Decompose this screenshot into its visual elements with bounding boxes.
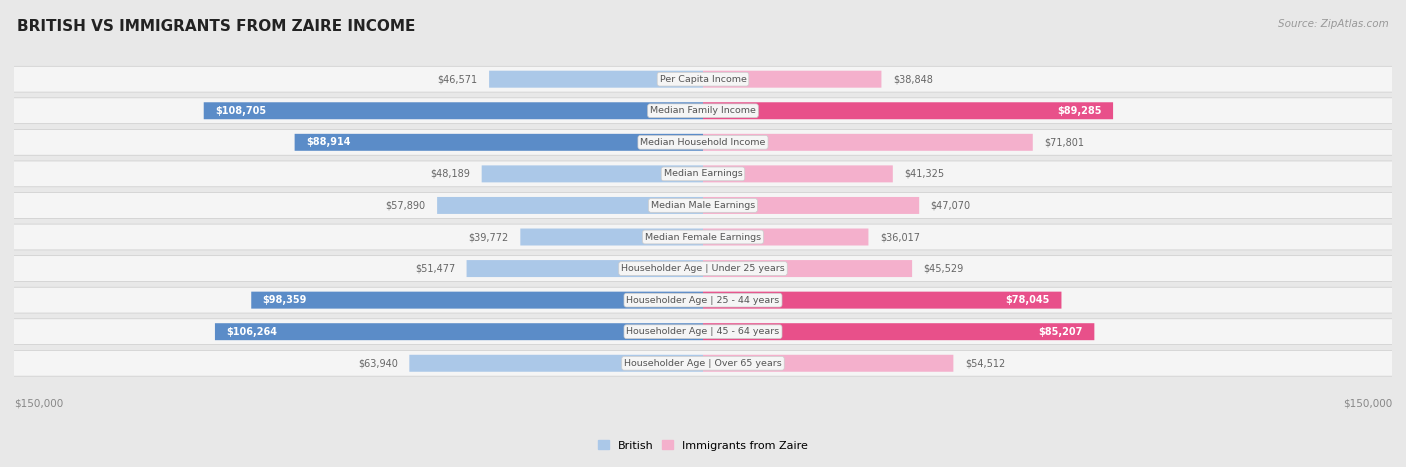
Text: Householder Age | Over 65 years: Householder Age | Over 65 years [624,359,782,368]
FancyBboxPatch shape [0,319,1406,345]
Text: $41,325: $41,325 [904,169,945,179]
FancyBboxPatch shape [0,350,1406,376]
FancyBboxPatch shape [703,165,893,183]
FancyBboxPatch shape [437,197,703,214]
FancyBboxPatch shape [409,355,703,372]
FancyBboxPatch shape [204,102,703,119]
Text: Median Earnings: Median Earnings [664,170,742,178]
Text: $63,940: $63,940 [359,358,398,368]
FancyBboxPatch shape [0,129,1406,155]
FancyBboxPatch shape [0,98,1406,124]
Text: $108,705: $108,705 [215,106,266,116]
FancyBboxPatch shape [0,287,1406,313]
Text: $51,477: $51,477 [415,263,456,274]
Text: Median Family Income: Median Family Income [650,106,756,115]
Text: Householder Age | 25 - 44 years: Householder Age | 25 - 44 years [627,296,779,304]
Text: $88,914: $88,914 [307,137,350,147]
Legend: British, Immigrants from Zaire: British, Immigrants from Zaire [593,436,813,455]
FancyBboxPatch shape [703,71,882,88]
FancyBboxPatch shape [703,197,920,214]
FancyBboxPatch shape [703,292,1062,309]
FancyBboxPatch shape [703,102,1114,119]
FancyBboxPatch shape [295,134,703,151]
FancyBboxPatch shape [252,292,703,309]
Text: $71,801: $71,801 [1045,137,1084,147]
FancyBboxPatch shape [467,260,703,277]
Text: Householder Age | Under 25 years: Householder Age | Under 25 years [621,264,785,273]
Text: $36,017: $36,017 [880,232,920,242]
FancyBboxPatch shape [703,134,1033,151]
Text: Per Capita Income: Per Capita Income [659,75,747,84]
Text: $54,512: $54,512 [965,358,1005,368]
Text: Median Male Earnings: Median Male Earnings [651,201,755,210]
FancyBboxPatch shape [703,260,912,277]
Text: $38,848: $38,848 [893,74,932,84]
Text: Source: ZipAtlas.com: Source: ZipAtlas.com [1278,19,1389,28]
Text: $85,207: $85,207 [1039,327,1083,337]
Text: BRITISH VS IMMIGRANTS FROM ZAIRE INCOME: BRITISH VS IMMIGRANTS FROM ZAIRE INCOME [17,19,415,34]
FancyBboxPatch shape [520,228,703,246]
FancyBboxPatch shape [703,355,953,372]
Text: $78,045: $78,045 [1005,295,1050,305]
FancyBboxPatch shape [0,255,1406,282]
Text: $47,070: $47,070 [931,200,970,211]
Text: $150,000: $150,000 [14,398,63,408]
Text: $46,571: $46,571 [437,74,478,84]
FancyBboxPatch shape [0,66,1406,92]
FancyBboxPatch shape [703,228,869,246]
Text: $106,264: $106,264 [226,327,277,337]
Text: $150,000: $150,000 [1343,398,1392,408]
FancyBboxPatch shape [703,323,1094,340]
Text: $89,285: $89,285 [1057,106,1101,116]
FancyBboxPatch shape [482,165,703,183]
FancyBboxPatch shape [0,192,1406,219]
Text: Householder Age | 45 - 64 years: Householder Age | 45 - 64 years [627,327,779,336]
FancyBboxPatch shape [489,71,703,88]
Text: Median Female Earnings: Median Female Earnings [645,233,761,241]
FancyBboxPatch shape [215,323,703,340]
Text: $39,772: $39,772 [468,232,509,242]
FancyBboxPatch shape [0,224,1406,250]
Text: $98,359: $98,359 [263,295,307,305]
Text: $45,529: $45,529 [924,263,965,274]
Text: $48,189: $48,189 [430,169,470,179]
FancyBboxPatch shape [0,161,1406,187]
Text: $57,890: $57,890 [385,200,426,211]
Text: Median Household Income: Median Household Income [640,138,766,147]
